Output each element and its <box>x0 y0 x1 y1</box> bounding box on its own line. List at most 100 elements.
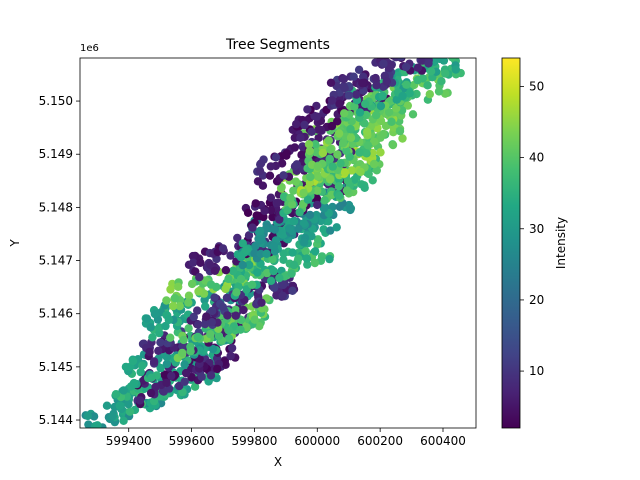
segment-6-point <box>148 333 157 342</box>
segment-9-point <box>247 280 257 289</box>
segment-0-point <box>89 427 93 428</box>
y-offset-label: 1e6 <box>80 43 99 54</box>
segment-8-point <box>168 301 178 311</box>
segment-2-point <box>213 364 222 374</box>
segment-14-point <box>372 166 381 175</box>
segment-7-point <box>207 318 216 327</box>
segment-6-point <box>201 302 210 311</box>
segment-10-point <box>210 266 220 275</box>
segment-9-point <box>325 254 334 264</box>
segment-22-point <box>379 59 388 68</box>
segment-22-point <box>382 77 391 86</box>
segment-13-point <box>268 212 277 222</box>
segment-8-point <box>184 291 194 300</box>
segment-2-point <box>181 368 191 378</box>
segment-7-point <box>239 305 248 315</box>
segment-17-point <box>336 159 345 168</box>
segment-14-point <box>335 191 344 200</box>
segment-8-point <box>206 280 216 289</box>
segment-22-point <box>401 62 411 72</box>
segment-9-point <box>301 247 310 256</box>
x-axis-label: X <box>274 455 282 469</box>
segment-17-point <box>355 148 364 157</box>
segment-21-point <box>426 67 436 76</box>
segment-16-point <box>266 162 275 171</box>
segment-22-point <box>415 43 423 51</box>
segment-15-point <box>286 193 295 203</box>
segment-14-point <box>350 175 359 184</box>
segment-20-point <box>403 101 412 110</box>
x-tick-label: 599800 <box>232 434 278 448</box>
segment-14-point <box>313 186 322 195</box>
segment-9-point <box>253 268 262 277</box>
plot-frame <box>79 57 477 429</box>
segment-3-point <box>208 344 218 354</box>
x-tick-label: 600200 <box>357 434 403 448</box>
segment-16-point <box>292 160 301 169</box>
segment-5-point <box>250 315 259 324</box>
segment-2-point <box>135 396 145 405</box>
segment-11-point <box>326 226 335 235</box>
segment-22-point <box>358 78 367 88</box>
x-tick-label: 599400 <box>106 434 152 448</box>
segment-11-point <box>300 238 309 247</box>
segment-10-point <box>221 266 231 275</box>
segment-15-point <box>325 175 335 184</box>
segment-5-point <box>224 334 234 343</box>
segment-3-point <box>162 352 171 362</box>
segment-6-point <box>161 321 170 331</box>
segment-15-point <box>347 166 357 175</box>
y-axis: 5.144 5.145 5.146 5.147 5.148 5.149 5.150 <box>39 94 80 427</box>
segment-1-point <box>125 407 135 416</box>
segment-6-point <box>164 315 173 325</box>
segment-18-point <box>334 129 344 138</box>
segment-7-point <box>200 319 210 329</box>
x-tick-label: 600400 <box>420 434 466 448</box>
segment-10-point <box>196 258 205 267</box>
segment-5-point <box>178 348 187 358</box>
segment-4-point <box>178 342 187 351</box>
segment-9-point <box>294 254 303 263</box>
segment-10-point <box>195 273 204 282</box>
segment-8-point <box>170 294 180 303</box>
segment-9-point <box>269 266 278 276</box>
segment-17-point <box>395 126 405 136</box>
y-tick-label: 5.148 <box>39 200 73 214</box>
segment-1-point <box>149 396 159 406</box>
segment-22-point <box>352 90 361 99</box>
segment-14-point <box>360 183 369 192</box>
segment-7-point <box>279 280 288 290</box>
segment-22-point <box>413 63 423 72</box>
segment-3-point <box>136 367 145 377</box>
chart-title: Tree Segments <box>225 37 330 53</box>
segment-4-point <box>154 346 163 355</box>
segment-14-point <box>320 196 329 205</box>
segment-11-point <box>238 260 247 270</box>
segment-18-point <box>311 140 320 149</box>
segment-5-point <box>206 330 215 339</box>
segment-9-point <box>288 248 297 257</box>
segment-7-point <box>202 312 211 321</box>
segment-12-point <box>319 204 329 213</box>
segment-17-point <box>325 154 334 163</box>
segment-15-point <box>277 182 286 192</box>
segment-10-point <box>244 231 254 240</box>
segment-6-point <box>150 309 160 319</box>
segment-19-point <box>296 133 305 142</box>
segment-0-point <box>89 412 99 421</box>
segment-9-point <box>266 276 276 285</box>
segment-4-point <box>194 320 203 329</box>
segment-7-point <box>208 306 217 316</box>
y-tick-label: 5.144 <box>39 413 73 427</box>
segment-20-point <box>384 108 394 117</box>
segment-22-point <box>424 59 433 68</box>
segment-4-point <box>156 338 165 347</box>
segment-18-point <box>326 145 335 154</box>
segment-16-point <box>282 151 291 160</box>
segment-9-point <box>268 255 277 264</box>
y-tick-label: 5.150 <box>39 94 73 108</box>
segment-14-point <box>368 176 377 185</box>
segment-9-point <box>313 235 323 244</box>
segment-14-point <box>343 176 352 185</box>
segment-13-point <box>260 206 269 216</box>
